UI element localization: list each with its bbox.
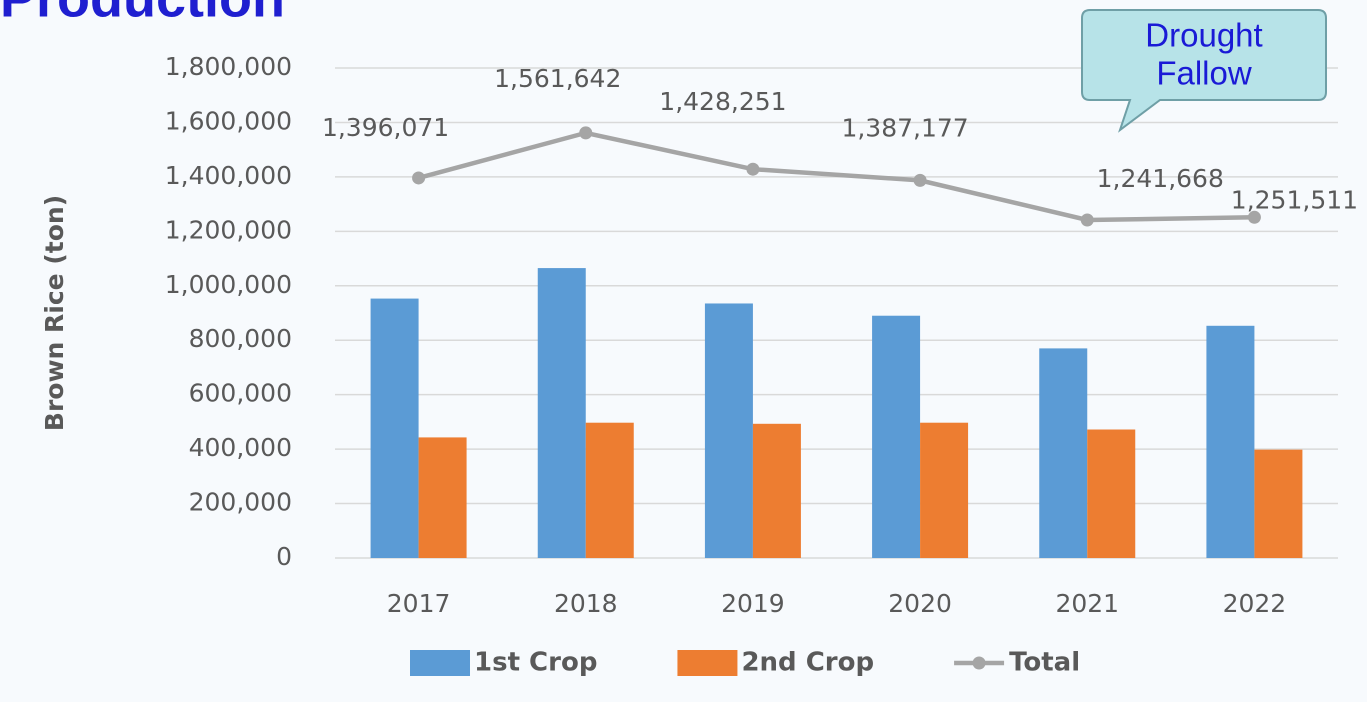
bar [1087,429,1136,558]
line-marker [1247,210,1261,224]
y-axis-title: Brown Rice (ton) [40,195,69,431]
bar [1039,348,1088,558]
y-tick-label: 1,800,000 [165,52,292,81]
x-tick-label: 2017 [387,589,451,618]
y-tick-label: 400,000 [189,433,292,462]
line-marker [412,171,426,185]
legend-label: Total [1009,648,1080,678]
legend-label: 1st Crop [474,648,597,678]
legend-swatch [410,650,470,676]
x-tick-label: 2019 [721,589,785,618]
line-marker [913,173,927,187]
bar [1254,449,1303,558]
bar [704,303,753,558]
callout-line: Fallow [1156,55,1252,92]
x-tick-label: 2018 [554,589,618,618]
y-tick-label: 1,600,000 [165,106,292,135]
legend-swatch [677,650,738,676]
line-marker [1080,213,1094,227]
x-tick-label: 2021 [1055,589,1119,618]
page-title: Production [0,0,285,28]
bar [752,423,801,558]
y-tick-label: 1,400,000 [165,161,292,190]
data-label: 1,428,251 [659,87,786,116]
callout-line: Drought [1145,17,1262,54]
callout-box [1081,9,1327,133]
y-tick-label: 600,000 [189,379,292,408]
callout: Drought Fallow [1081,9,1327,133]
bar [872,315,921,558]
data-label: 1,387,177 [841,113,968,142]
bar [920,422,969,558]
bar [585,422,634,558]
data-label: 1,251,511 [1231,185,1358,214]
y-tick-label: 800,000 [189,324,292,353]
y-tick-label: 1,000,000 [165,270,292,299]
line [417,130,1255,223]
legend-swatch [972,656,986,670]
bar [1206,325,1255,558]
data-label: 1,241,668 [1097,164,1224,193]
bar [370,298,419,558]
data-label: 1,561,642 [494,64,621,93]
y-tick-label: 200,000 [189,488,292,517]
line-marker [579,126,593,140]
y-tick-label: 0 [276,542,292,571]
y-tick-label: 1,200,000 [165,215,292,244]
x-tick-label: 2020 [888,589,952,618]
bar [537,268,586,558]
legend-label: 2nd Crop [741,648,874,678]
bar [418,437,467,558]
x-tick-label: 2022 [1223,589,1287,618]
line-marker [746,162,760,176]
data-label: 1,396,071 [322,113,449,142]
